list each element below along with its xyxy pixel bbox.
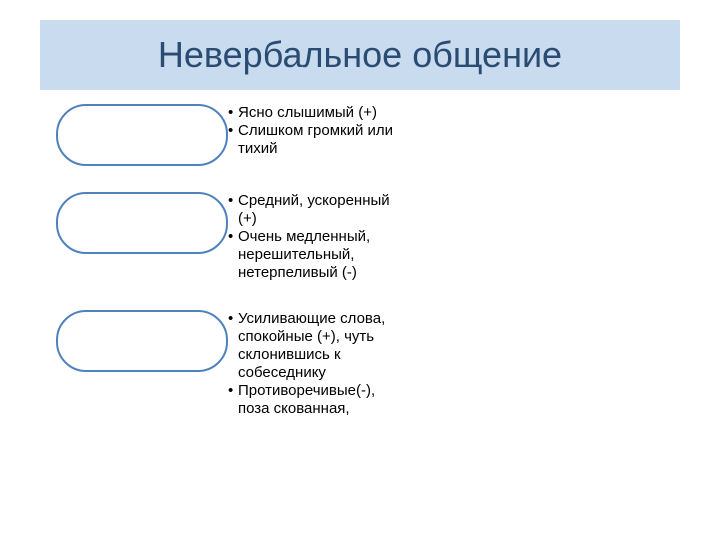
bullets-2: Средний, ускоренный (+) Очень медленный,…	[224, 192, 408, 282]
pill-3	[56, 310, 228, 372]
bullets-3: Усиливающие слова, спокойные (+), чуть с…	[224, 310, 408, 418]
bullet-text: Средний, ускоренный (+)	[228, 192, 408, 228]
pill-1	[56, 104, 228, 166]
row-1: Ясно слышимый (+) Слишком громкий или ти…	[56, 104, 720, 182]
bullets-1: Ясно слышимый (+) Слишком громкий или ти…	[224, 104, 408, 158]
row-3: Усиливающие слова, спокойные (+), чуть с…	[56, 310, 720, 470]
title-bar: Невербальное общение	[40, 20, 680, 90]
bullet-text: Усиливающие слова, спокойные (+), чуть с…	[228, 310, 408, 382]
page-title: Невербальное общение	[158, 34, 562, 76]
row-2: Средний, ускоренный (+) Очень медленный,…	[56, 192, 720, 300]
rows-container: Ясно слышимый (+) Слишком громкий или ти…	[56, 104, 720, 470]
bullet-text: Слишком громкий или тихий	[228, 122, 408, 158]
bullet-text: Противоречивые(-), поза скованная,	[228, 382, 408, 418]
bullet-text: Очень медленный, нерешительный, нетерпел…	[228, 228, 408, 282]
bullet-text: Ясно слышимый (+)	[228, 104, 408, 122]
pill-2	[56, 192, 228, 254]
